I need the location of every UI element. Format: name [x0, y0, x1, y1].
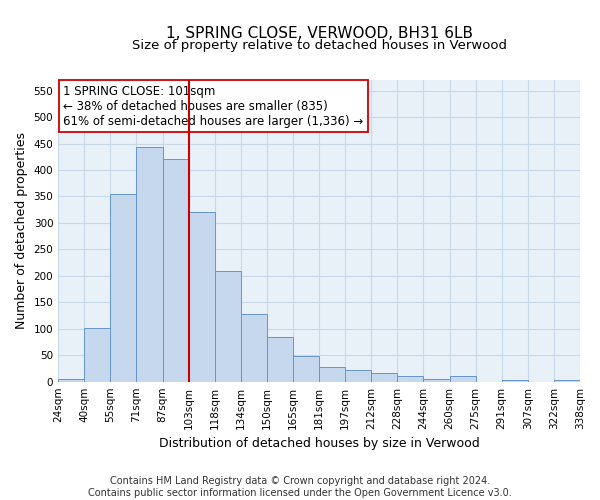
Bar [449, 376, 476, 382]
Bar [293, 356, 319, 382]
Bar [188, 212, 215, 382]
Bar [345, 370, 371, 382]
Bar [84, 328, 110, 382]
Bar [371, 372, 397, 382]
Bar [319, 367, 345, 382]
Bar [267, 336, 293, 382]
Bar [397, 376, 424, 382]
Bar [502, 380, 528, 382]
Bar [110, 194, 136, 382]
Y-axis label: Number of detached properties: Number of detached properties [15, 132, 28, 330]
Bar [554, 380, 580, 382]
Bar [215, 270, 241, 382]
Text: 1 SPRING CLOSE: 101sqm
← 38% of detached houses are smaller (835)
61% of semi-de: 1 SPRING CLOSE: 101sqm ← 38% of detached… [64, 84, 364, 128]
Bar [424, 379, 449, 382]
Bar [241, 314, 267, 382]
Bar [58, 379, 84, 382]
Text: Contains HM Land Registry data © Crown copyright and database right 2024.
Contai: Contains HM Land Registry data © Crown c… [88, 476, 512, 498]
X-axis label: Distribution of detached houses by size in Verwood: Distribution of detached houses by size … [159, 437, 479, 450]
Bar [163, 159, 188, 382]
Text: 1, SPRING CLOSE, VERWOOD, BH31 6LB: 1, SPRING CLOSE, VERWOOD, BH31 6LB [166, 26, 473, 41]
Title: Size of property relative to detached houses in Verwood: Size of property relative to detached ho… [131, 40, 506, 52]
Bar [136, 146, 163, 382]
